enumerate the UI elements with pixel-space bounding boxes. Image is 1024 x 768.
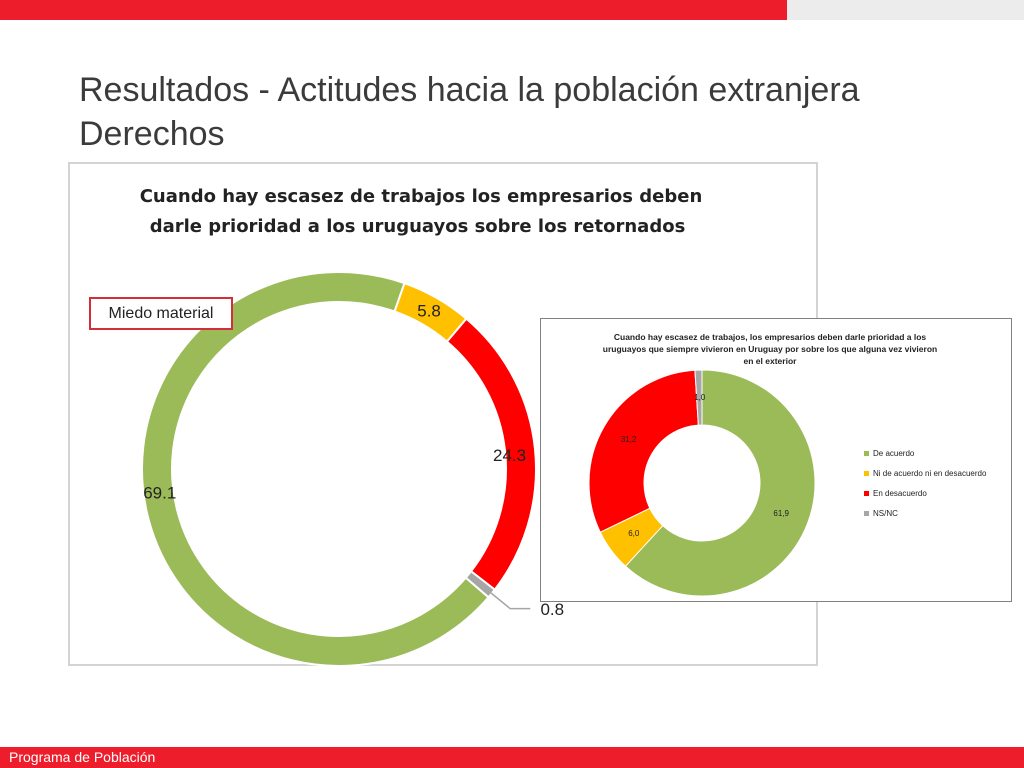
data-label-ns-nc: 1,0: [694, 393, 706, 402]
legend-swatch-ni-de-acuerdo: [864, 471, 869, 476]
data-label-value-0-8: 0.8: [540, 600, 564, 619]
inset-chart-title-line3: en el exterior: [743, 356, 797, 366]
miedo-material-annotation: Miedo material: [89, 297, 233, 330]
footer-text: Programa de Población: [9, 749, 156, 765]
main-chart-title: Cuando hay escasez de trabajos los empre…: [70, 182, 820, 242]
legend-label-ns-nc: NS/NC: [873, 509, 898, 518]
leader-line: [489, 591, 531, 610]
data-label-value-69-1: 69.1: [143, 484, 176, 503]
top-accent-bar: [0, 0, 787, 20]
slice-en-desacuerdo: [588, 369, 699, 533]
legend-swatch-ns-nc: [864, 511, 869, 516]
legend-label-de-acuerdo: De acuerdo: [873, 449, 915, 458]
slide-title-line1: Resultados - Actitudes hacia la població…: [79, 71, 860, 109]
main-chart-title-line2: darle prioridad a los uruguayos sobre lo…: [149, 216, 686, 237]
legend-label-en-desacuerdo: En desacuerdo: [873, 489, 927, 498]
top-grey-bar: [787, 0, 1024, 20]
legend-label-ni-de-acuerdo: Ni de acuerdo ni en desacuerdo: [873, 469, 987, 478]
inset-chart-title-line2: uruguayos que siempre vivieron en Urugua…: [602, 344, 938, 354]
slide-title: Resultados - Actitudes hacia la població…: [79, 68, 979, 156]
slice-ns-nc: [694, 369, 703, 426]
data-label-en-desacuerdo: 31,2: [621, 435, 637, 444]
data-label-value-5-8: 5.8: [417, 301, 441, 320]
footer-bar: Programa de Población: [0, 747, 1024, 768]
slice-value-69-1: [141, 271, 490, 667]
inset-chart-title-line1: Cuando hay escasez de trabajos, los empr…: [613, 332, 927, 342]
inset-donut-chart: 61,9 6,0 31,2 1,0: [588, 369, 816, 597]
legend-swatch-en-desacuerdo: [864, 491, 869, 496]
data-label-de-acuerdo: 61,9: [773, 509, 789, 518]
slice-de-acuerdo: [624, 369, 816, 597]
slide-title-line2: Derechos: [79, 115, 225, 153]
inset-chart-title: Cuando hay escasez de trabajos, los empr…: [553, 331, 987, 367]
main-donut-chart: 5.8 24.3 0.8 69.1: [141, 271, 564, 667]
data-label-value-24-3: 24.3: [493, 446, 526, 465]
data-label-ni-de-acuerdo-ni-en-desacuerdo: 6,0: [628, 529, 640, 538]
legend-swatch-de-acuerdo: [864, 451, 869, 456]
main-chart-title-line1: Cuando hay escasez de trabajos los empre…: [139, 186, 703, 207]
inset-chart-frame: Cuando hay escasez de trabajos, los empr…: [540, 318, 1012, 602]
